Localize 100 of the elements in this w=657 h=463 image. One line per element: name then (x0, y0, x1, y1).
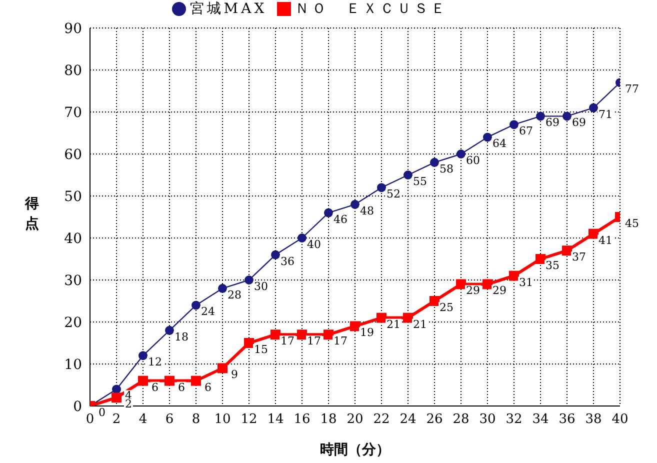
x-tick-label: 32 (506, 412, 522, 428)
x-tick-label: 10 (214, 412, 231, 428)
point (403, 312, 413, 323)
data-label: 52 (386, 188, 400, 201)
x-tick-label: 24 (400, 412, 416, 428)
data-label: 40 (307, 238, 321, 251)
point (456, 150, 466, 158)
data-label: 71 (598, 108, 612, 121)
point (191, 376, 201, 386)
x-tick-label: 12 (240, 412, 258, 428)
data-label: 69 (546, 116, 560, 130)
data-label: 67 (519, 124, 533, 138)
point (589, 103, 598, 112)
point (510, 120, 518, 130)
point (456, 279, 466, 290)
point (350, 321, 360, 332)
point (536, 254, 546, 264)
x-tick-label: 22 (373, 412, 390, 428)
data-label: 12 (148, 356, 162, 369)
point (138, 376, 148, 386)
point (218, 363, 228, 374)
data-label: 17 (334, 334, 348, 348)
x-tick-label: 14 (267, 412, 284, 428)
data-label: 36 (280, 254, 294, 268)
point (588, 228, 598, 239)
data-label: 35 (546, 259, 560, 272)
point (165, 326, 174, 335)
point (244, 276, 254, 284)
legend-label: ＮＯ ＥＸＣＵＳＥ (295, 1, 448, 17)
data-label: 46 (334, 212, 348, 226)
y-tick-label: 30 (64, 272, 82, 289)
x-tick-label: 28 (452, 412, 470, 428)
x-tick-label: 34 (532, 412, 549, 428)
point (536, 112, 545, 121)
data-label: 41 (598, 234, 612, 247)
x-tick-label: 4 (138, 412, 148, 428)
point (376, 312, 386, 323)
y-tick-label: 70 (64, 104, 82, 121)
x-tick-label: 30 (479, 412, 496, 428)
x-tick-label: 26 (426, 412, 443, 428)
data-label: 48 (360, 204, 374, 218)
point (483, 132, 492, 142)
point (350, 200, 360, 209)
y-tick-label: 60 (64, 146, 82, 163)
x-tick-label: 6 (165, 412, 174, 428)
data-label: 60 (466, 154, 480, 167)
y-tick-label: 90 (64, 20, 82, 37)
data-label: 37 (572, 250, 586, 264)
data-label: 30 (254, 280, 268, 293)
x-tick-label: 20 (346, 412, 364, 428)
data-label: 17 (280, 334, 294, 348)
data-label: 45 (625, 217, 639, 230)
data-label: 64 (492, 137, 506, 150)
y-tick-label: 40 (64, 230, 82, 247)
data-label: 58 (440, 162, 454, 176)
data-label: 19 (360, 326, 374, 340)
data-label: 6 (204, 380, 212, 394)
data-label: 21 (413, 318, 427, 331)
data-label: 24 (201, 305, 215, 318)
point (509, 270, 519, 281)
data-label: 15 (254, 343, 268, 356)
data-label: 18 (174, 330, 188, 344)
point (271, 250, 280, 260)
point (562, 246, 572, 256)
legend-label: 宮城MAX (190, 1, 268, 17)
y-tick-label: 80 (64, 62, 82, 79)
data-label: 6 (178, 380, 185, 394)
data-label: 9 (231, 368, 238, 382)
point (482, 279, 492, 290)
point (324, 330, 334, 340)
data-label: 17 (307, 334, 321, 348)
x-tick-label: 16 (294, 412, 310, 428)
data-label: 25 (440, 301, 454, 314)
point (324, 208, 333, 218)
point (192, 300, 200, 310)
data-label: 55 (413, 175, 427, 188)
point (298, 234, 306, 242)
data-label: 21 (386, 318, 400, 331)
point (430, 158, 439, 167)
data-label: 69 (572, 116, 586, 130)
x-tick-label: 36 (558, 412, 576, 428)
data-label: 6 (152, 380, 158, 394)
point (430, 296, 440, 306)
point (377, 183, 386, 192)
data-label: 28 (228, 288, 242, 302)
x-tick-label: 18 (320, 412, 337, 428)
x-tick-label: 2 (112, 412, 121, 428)
y-tick-label: 0 (73, 398, 82, 415)
x-axis-title: 時間（分） (320, 442, 390, 458)
y-tick-label: 20 (64, 314, 82, 331)
point (562, 112, 572, 121)
point (404, 170, 412, 180)
x-tick-label: 8 (192, 412, 200, 428)
y-tick-label: 10 (64, 356, 82, 373)
point (164, 376, 174, 386)
data-label: 31 (519, 276, 533, 289)
point (244, 338, 254, 348)
x-tick-label: 0 (86, 412, 94, 428)
point (218, 284, 227, 293)
point (270, 330, 280, 340)
